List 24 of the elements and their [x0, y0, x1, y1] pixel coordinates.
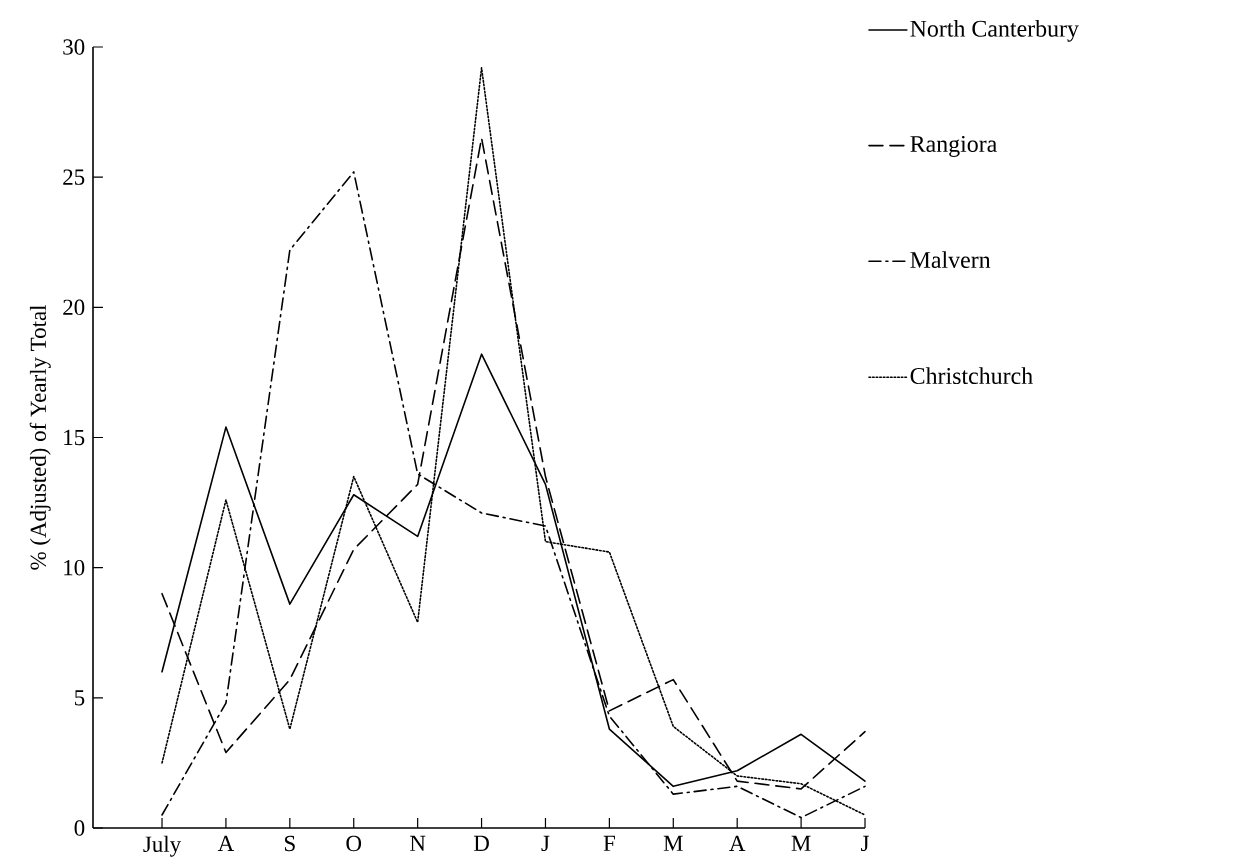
x-tick-label: J — [541, 835, 550, 852]
legend-label: Rangiora — [910, 135, 997, 157]
x-tick-label: A — [729, 835, 746, 851]
x-tick-label: F — [603, 835, 615, 851]
legend-label: Christchurch — [910, 367, 1033, 385]
legend-label: Malvern — [910, 251, 991, 269]
y-tick-label: 0 — [74, 820, 85, 836]
x-tick-label: S — [285, 835, 295, 852]
y-axis-title: % (Adjusted) of Yearly Total — [29, 304, 51, 570]
x-tick-label: M — [663, 835, 683, 851]
y-tick-label: 15 — [64, 429, 85, 446]
y-tick-label: 25 — [63, 169, 85, 185]
x-tick-label: A — [217, 835, 235, 851]
y-tick-label: 20 — [63, 299, 85, 316]
y-tick-label: 30 — [63, 39, 85, 55]
x-tick-label: O — [346, 835, 362, 852]
y-tick-label: 10 — [64, 559, 85, 576]
x-tick-label: M — [791, 835, 811, 851]
x-tick-label: July — [143, 835, 182, 857]
x-tick-label: D — [473, 835, 489, 851]
y-tick-label: 5 — [75, 690, 85, 706]
legend-label: North Canterbury — [910, 19, 1079, 42]
x-tick-label: N — [410, 835, 426, 851]
x-tick-label: J — [861, 835, 869, 852]
